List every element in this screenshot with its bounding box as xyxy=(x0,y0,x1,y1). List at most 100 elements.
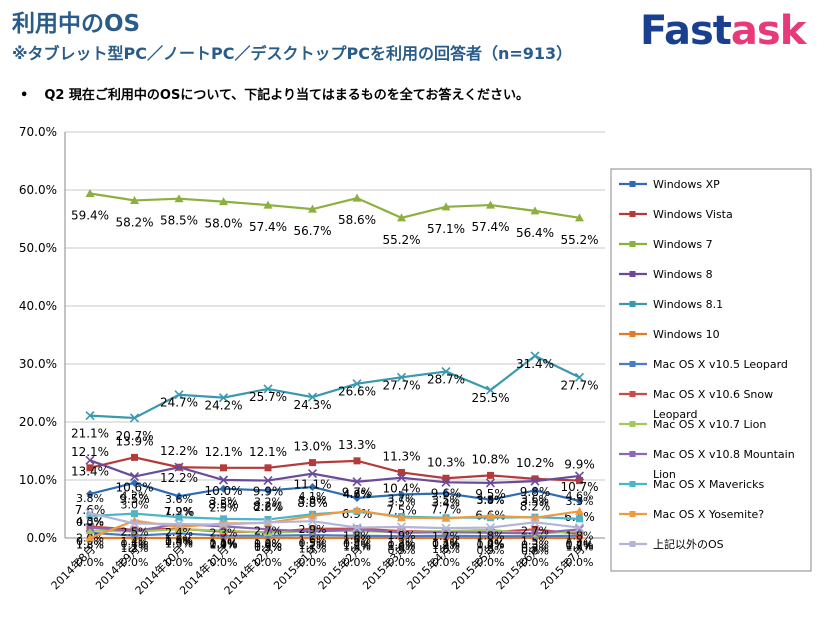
series-marker xyxy=(263,524,273,534)
data-label: 0.8% xyxy=(165,535,193,548)
series-marker xyxy=(309,459,316,467)
data-label: 1.2% xyxy=(388,536,416,549)
legend-marker xyxy=(629,451,636,457)
series-marker xyxy=(530,528,540,538)
series-marker xyxy=(531,525,539,533)
series-marker xyxy=(485,385,496,395)
series-marker xyxy=(486,511,495,520)
series-marker xyxy=(397,490,406,499)
legend-label: Windows XP xyxy=(653,178,720,191)
series-marker xyxy=(264,486,272,495)
series-marker xyxy=(574,372,585,382)
data-label: 1.4% xyxy=(121,535,149,548)
series-line xyxy=(89,531,580,538)
data-label: 58.0% xyxy=(204,217,242,231)
data-label: 56.4% xyxy=(516,226,554,240)
series-marker xyxy=(308,204,317,213)
data-label: 8.5% xyxy=(208,498,239,512)
y-tick-label: 60.0% xyxy=(19,183,57,197)
data-label: 9.7% xyxy=(342,486,373,500)
data-label: 13.3% xyxy=(338,438,376,452)
data-label: 0.0% xyxy=(254,556,282,569)
series-marker xyxy=(85,188,95,197)
legend-marker xyxy=(629,511,636,517)
series-marker xyxy=(576,515,583,523)
data-label: 9.5% xyxy=(119,492,150,506)
data-label: 3.4% xyxy=(432,496,460,509)
data-label: 8.2% xyxy=(520,499,551,513)
series-marker xyxy=(441,513,451,522)
data-label: 11.3% xyxy=(382,449,420,463)
data-label: 1.6% xyxy=(299,534,327,547)
series-line xyxy=(89,511,580,530)
data-label: 1.5% xyxy=(566,540,594,553)
data-label: 12.1% xyxy=(249,445,287,459)
data-label: 10.6% xyxy=(115,481,153,495)
data-label: 0.4% xyxy=(343,538,371,551)
data-label: 4.6% xyxy=(343,487,371,500)
series-marker xyxy=(263,528,273,537)
data-label: 57.4% xyxy=(471,220,509,234)
legend-box xyxy=(610,168,812,572)
data-label: 10.2% xyxy=(516,456,554,470)
data-label: 28.7% xyxy=(427,373,465,387)
data-label: 0.3% xyxy=(477,538,505,551)
data-label: 20.7% xyxy=(115,429,153,443)
series-line xyxy=(89,192,580,219)
data-label: 3.0% xyxy=(121,499,149,512)
data-label: 25.7% xyxy=(249,390,287,404)
legend-marker xyxy=(629,211,636,217)
legend-label: Mac OS X Yosemite? xyxy=(653,508,764,521)
data-label: 4.2% xyxy=(121,490,149,503)
legend-label: Mac OS X v10.7 Lion xyxy=(653,418,766,431)
data-label: 1.0% xyxy=(432,543,460,556)
data-label: 3.8% xyxy=(299,494,327,507)
data-label: 1.0% xyxy=(254,537,282,550)
legend-label: Windows 10 xyxy=(653,328,720,341)
series-marker xyxy=(530,206,540,215)
series-marker xyxy=(219,484,228,493)
data-label: 1.5% xyxy=(343,540,371,553)
series-marker xyxy=(129,518,140,529)
series-marker xyxy=(85,508,95,518)
data-label: 1.2% xyxy=(299,539,327,552)
series-marker xyxy=(219,197,228,206)
data-label: 3.6% xyxy=(165,493,193,506)
series-marker xyxy=(130,478,139,487)
data-label: 2.6% xyxy=(254,501,282,514)
series-marker xyxy=(353,457,361,465)
series-marker xyxy=(352,193,362,202)
data-label: 1.2% xyxy=(566,539,594,552)
legend-label: Windows 8 xyxy=(653,268,713,281)
data-label: 2.9% xyxy=(299,523,327,536)
data-label: 7.6% xyxy=(75,503,106,517)
data-label: 3.2% xyxy=(254,495,282,508)
series-marker xyxy=(353,493,361,502)
data-label: 0.0% xyxy=(566,556,594,569)
data-label: 11.1% xyxy=(293,478,331,492)
series-marker xyxy=(352,477,362,487)
data-label: 1.2% xyxy=(343,539,371,552)
data-label: 4.1% xyxy=(299,490,327,503)
data-label: 7.7% xyxy=(431,502,462,516)
series-marker xyxy=(530,517,540,527)
data-label: 12.1% xyxy=(204,445,242,459)
data-label: 0.4% xyxy=(566,538,594,551)
series-marker xyxy=(308,511,317,520)
series-line xyxy=(89,459,580,485)
data-label: 1.9% xyxy=(388,529,416,542)
data-label: 9.8% xyxy=(520,485,551,499)
series-marker xyxy=(441,366,451,377)
data-label: 0.0% xyxy=(477,556,505,569)
series-marker xyxy=(575,213,584,222)
series-marker xyxy=(307,516,318,526)
series-marker xyxy=(174,519,184,529)
series-marker xyxy=(307,527,318,537)
data-label: 2.5% xyxy=(121,526,149,539)
series-marker xyxy=(396,473,407,483)
series-marker xyxy=(576,477,583,485)
data-label: 56.7% xyxy=(293,224,331,238)
series-marker xyxy=(220,515,227,523)
series-marker xyxy=(85,533,95,542)
